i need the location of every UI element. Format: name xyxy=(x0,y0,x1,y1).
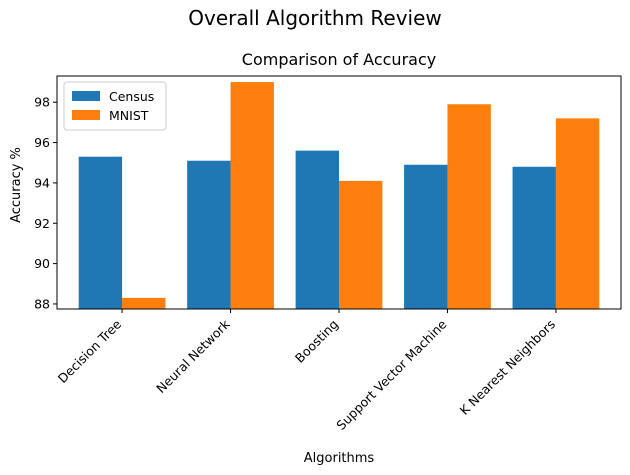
bar-mnist-3 xyxy=(447,104,491,309)
legend-label-mnist: MNIST xyxy=(109,108,149,123)
y-tick-label-0: 88 xyxy=(34,296,50,311)
y-tick-label-2: 92 xyxy=(34,216,50,231)
legend-swatch-census xyxy=(72,91,100,101)
bar-mnist-0 xyxy=(122,297,166,309)
bar-census-2 xyxy=(295,150,339,309)
legend-label-census: Census xyxy=(109,89,154,104)
bar-mnist-2 xyxy=(339,180,383,309)
x-tick-label-1: Neural Network xyxy=(153,316,233,396)
x-tick-label-4: K Nearest Neighbors xyxy=(457,317,558,418)
x-tick-label-3: Support Vector Machine xyxy=(333,316,450,433)
chart-title: Comparison of Accuracy xyxy=(242,50,436,69)
y-tick-label-1: 90 xyxy=(34,256,50,271)
x-axis-label: Algorithms xyxy=(304,451,375,466)
bar-mnist-1 xyxy=(230,82,274,310)
plot-area: 88 90 92 94 96 98 Decision Tree Neural Network B… xyxy=(34,75,622,433)
x-tick-label-0: Decision Tree xyxy=(55,316,125,386)
bar-census-4 xyxy=(512,166,556,309)
y-tick-label-3: 94 xyxy=(34,175,50,190)
bar-census-0 xyxy=(78,156,123,309)
bar-census-3 xyxy=(404,164,448,309)
legend-swatch-mnist xyxy=(72,110,100,120)
figure-suptitle: Overall Algorithm Review xyxy=(188,6,442,30)
y-axis-label: Accuracy % xyxy=(9,147,24,223)
bar-census-1 xyxy=(187,160,231,309)
bar-mnist-4 xyxy=(555,118,600,309)
y-tick-label-5: 98 xyxy=(34,95,50,110)
y-tick-label-4: 96 xyxy=(34,135,50,150)
x-tick-label-2: Boosting xyxy=(292,317,341,366)
